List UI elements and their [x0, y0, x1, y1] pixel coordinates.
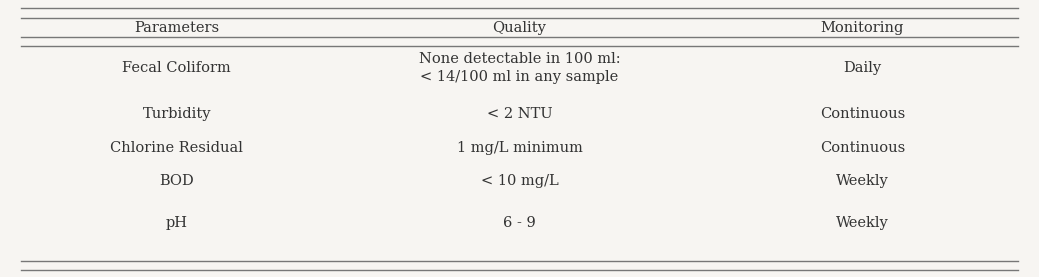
- Text: Weekly: Weekly: [836, 216, 888, 230]
- Text: Weekly: Weekly: [836, 175, 888, 188]
- Text: < 10 mg/L: < 10 mg/L: [481, 175, 558, 188]
- Text: Parameters: Parameters: [134, 21, 219, 35]
- Text: Continuous: Continuous: [820, 141, 905, 155]
- Text: Continuous: Continuous: [820, 107, 905, 120]
- Text: 1 mg/L minimum: 1 mg/L minimum: [456, 141, 583, 155]
- Text: Quality: Quality: [492, 21, 547, 35]
- Text: pH: pH: [165, 216, 188, 230]
- Text: Daily: Daily: [844, 61, 881, 75]
- Text: Fecal Coliform: Fecal Coliform: [123, 61, 231, 75]
- Text: < 2 NTU: < 2 NTU: [486, 107, 553, 120]
- Text: Turbidity: Turbidity: [142, 107, 211, 120]
- Text: BOD: BOD: [159, 175, 194, 188]
- Text: 6 - 9: 6 - 9: [503, 216, 536, 230]
- Text: Chlorine Residual: Chlorine Residual: [110, 141, 243, 155]
- Text: None detectable in 100 ml:
< 14/100 ml in any sample: None detectable in 100 ml: < 14/100 ml i…: [419, 52, 620, 84]
- Text: Monitoring: Monitoring: [821, 21, 904, 35]
